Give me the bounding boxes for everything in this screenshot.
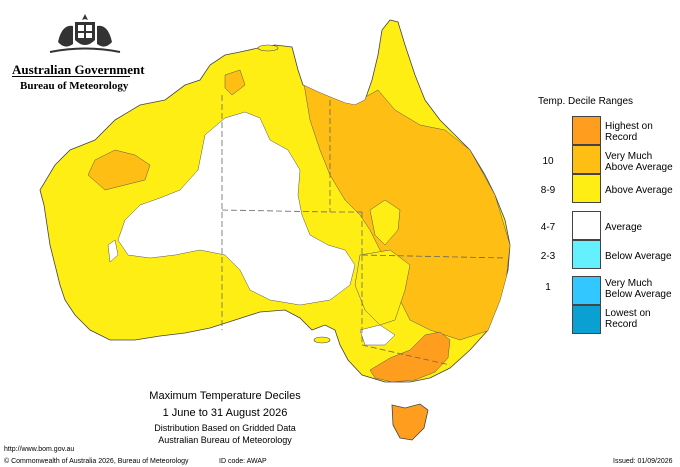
- legend-label-very-much-above: Very Much Above Average: [605, 151, 673, 173]
- legend-swatch-below: [572, 240, 601, 269]
- logo-divider: [12, 76, 130, 77]
- region-average-small-2: [359, 324, 396, 346]
- footer-id-code: ID code: AWAP: [219, 458, 267, 465]
- region-above-nsw: [354, 249, 411, 326]
- region-very-much-above-nw: [87, 149, 151, 191]
- legend-code-8-9: 8-9: [540, 185, 556, 196]
- footer-issued: Issued: 01/09/2026: [613, 458, 673, 465]
- map-source: Australian Bureau of Meteorology: [158, 435, 292, 445]
- legend-swatch-average: [572, 211, 601, 240]
- legend-swatch-lowest: [572, 305, 601, 334]
- region-average-small-1: [107, 239, 119, 263]
- legend-swatch-very-much-below: [572, 276, 601, 305]
- footer-url[interactable]: http://www.bom.gov.au: [4, 446, 75, 453]
- legend-label-above: Above Average: [605, 185, 673, 196]
- legend-swatch-very-much-above: [572, 145, 601, 174]
- legend-swatch-above: [572, 174, 601, 203]
- footer-copyright: © Commonwealth of Australia 2026, Bureau…: [4, 458, 189, 465]
- map-period: 1 June to 31 August 2026: [162, 407, 288, 419]
- legend-code-4-7: 4-7: [540, 222, 556, 233]
- region-average-centre: [117, 111, 356, 306]
- legend-label-lowest: Lowest on Record: [605, 308, 651, 330]
- island-melville: [257, 44, 279, 52]
- legend-label-below: Below Average: [605, 251, 672, 262]
- region-very-much-above-kimberley: [224, 69, 246, 96]
- legend-code-2-3: 2-3: [540, 251, 556, 262]
- map-method: Distribution Based on Gridded Data: [154, 423, 296, 433]
- legend-code-1: 1: [545, 282, 551, 293]
- legend-label-very-much-below: Very Much Below Average: [605, 278, 672, 300]
- state-borders: [221, 95, 506, 366]
- legend-swatch-highest: [572, 116, 601, 145]
- legend-code-10: 10: [542, 156, 554, 167]
- coat-of-arms-icon: [40, 12, 130, 58]
- tasmania: [391, 403, 429, 441]
- org-name: Australian Government: [12, 62, 145, 77]
- agency-name: Bureau of Meteorology: [20, 80, 129, 92]
- map-title: Maximum Temperature Deciles: [149, 390, 301, 402]
- legend-label-highest: Highest on Record: [605, 121, 653, 143]
- legend-title: Temp. Decile Ranges: [538, 96, 634, 107]
- region-highest-on-record-se: [369, 331, 451, 382]
- region-very-much-above-east: [299, 59, 510, 341]
- region-above-queensland: [369, 199, 401, 246]
- legend-label-average: Average: [605, 222, 643, 233]
- island-kangaroo: [313, 336, 331, 344]
